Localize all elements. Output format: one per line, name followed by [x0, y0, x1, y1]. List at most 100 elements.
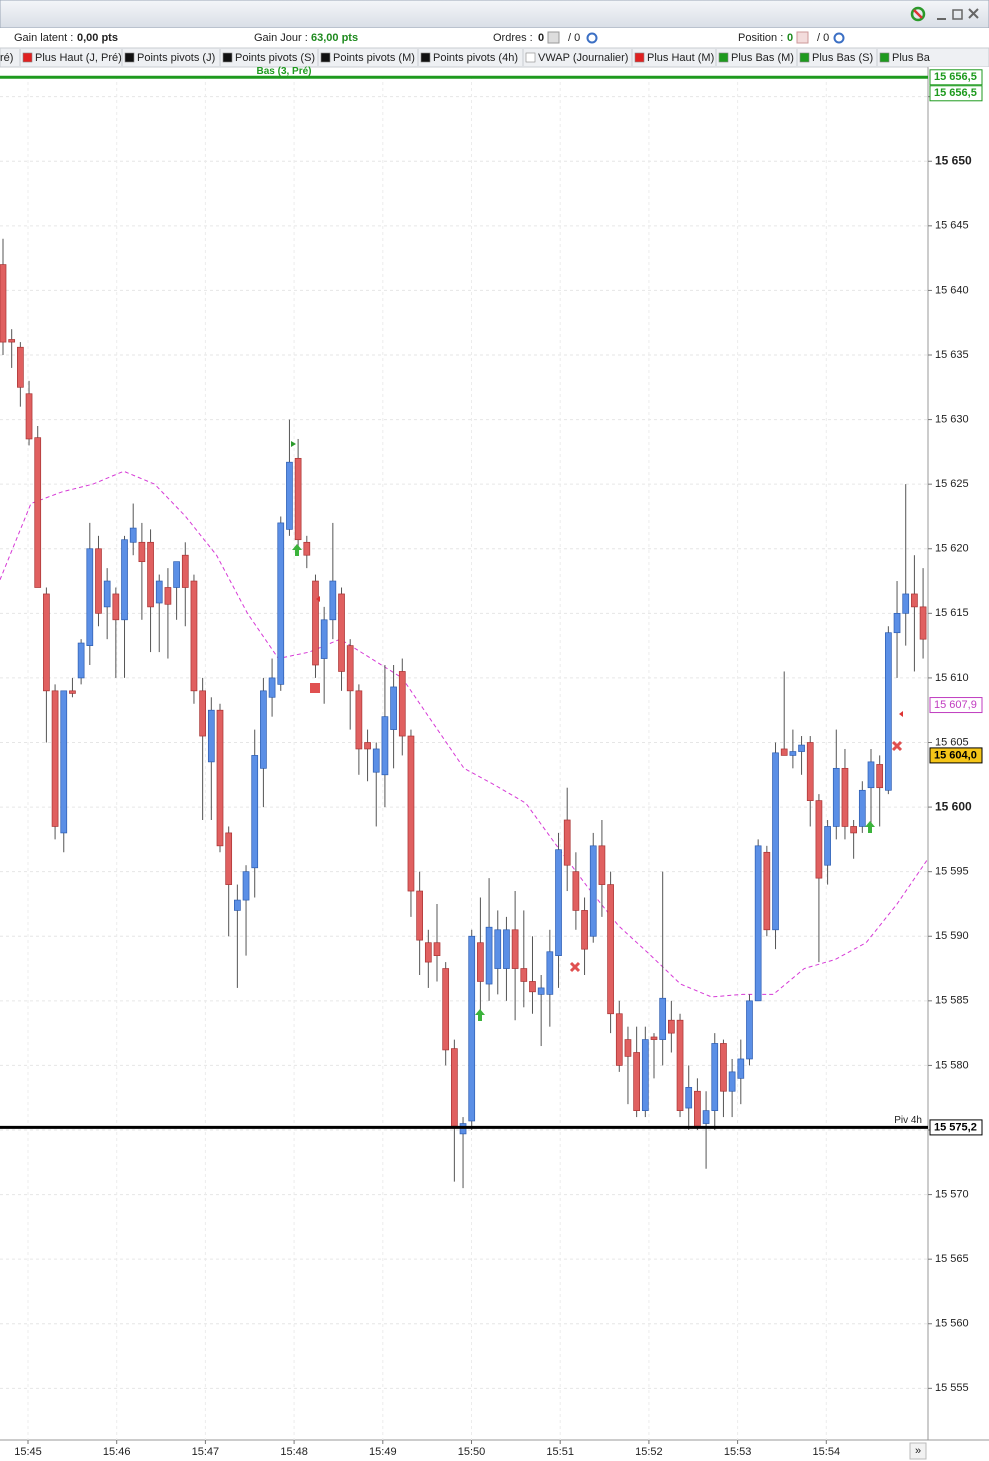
candle-body	[607, 884, 614, 1015]
tab-label: Points pivots (4h)	[433, 52, 518, 64]
candle-body	[876, 764, 884, 789]
icon[interactable]	[796, 31, 809, 44]
tab-swatch	[420, 52, 431, 63]
candle-body	[919, 606, 927, 640]
tab-label: Points pivots (M)	[333, 52, 415, 64]
candle-body	[225, 832, 233, 885]
window-controls[interactable]	[910, 6, 979, 22]
candle-body	[633, 1052, 640, 1111]
candle-body	[199, 690, 206, 737]
settings-icon[interactable]	[833, 32, 845, 44]
tab-swatch	[799, 52, 810, 63]
candle-body	[129, 527, 137, 543]
candle-body	[112, 593, 120, 621]
x-tick-label: 15:53	[724, 1446, 752, 1458]
y-tick-label: 15 600	[935, 799, 972, 813]
x-tick-label: 15:48	[280, 1446, 308, 1458]
candle-body	[624, 1039, 632, 1057]
price-badge-label: 15 575,2	[934, 1121, 977, 1133]
candle-body	[789, 751, 797, 756]
label: Position :	[738, 32, 783, 44]
tab-label: Plus Haut (J, Pré)	[35, 52, 122, 64]
candle-body	[763, 851, 771, 931]
candle-body	[372, 748, 380, 773]
candle-body	[34, 437, 42, 588]
candle-body	[477, 942, 484, 982]
candle-body	[329, 580, 337, 621]
candle-body	[668, 1019, 675, 1034]
candle-body	[702, 1110, 710, 1124]
x-tick-label: 15:47	[192, 1446, 220, 1458]
candle-body	[858, 789, 866, 827]
candle-body	[234, 899, 241, 911]
price-badge	[929, 747, 983, 764]
candle-body	[164, 587, 172, 605]
tab-swatch	[525, 52, 536, 63]
label: Gain Jour :	[254, 32, 308, 44]
value: / 0	[568, 32, 580, 44]
tab-swatch	[320, 52, 331, 63]
tab-label: Plus Haut (M)	[647, 52, 714, 64]
tab-swatch	[718, 52, 729, 63]
candle-body	[893, 612, 901, 634]
candle-body	[207, 709, 215, 763]
candle-body	[728, 1071, 736, 1092]
y-tick-label: 15 610	[935, 672, 969, 684]
candle-body	[685, 1087, 693, 1109]
candle-body	[346, 645, 354, 692]
candle-body	[398, 671, 406, 737]
candle-body	[260, 690, 267, 769]
candle-body	[555, 849, 562, 956]
y-tick-label: 15 565	[935, 1253, 969, 1265]
scroll-button-label[interactable]: »	[915, 1445, 921, 1457]
y-tick-label: 15 605	[935, 736, 969, 748]
tab-swatch	[22, 52, 33, 63]
y-tick-label: 15 620	[935, 543, 969, 555]
tab-label: VWAP (Journalier)	[538, 52, 628, 64]
candle-body	[433, 942, 441, 956]
candle-body	[780, 748, 788, 756]
candle-body	[737, 1058, 745, 1079]
candle-body	[511, 929, 519, 969]
y-tick-label: 15 630	[935, 413, 969, 425]
candle-body	[312, 580, 319, 666]
tab-swatch	[634, 52, 645, 63]
settings-icon[interactable]	[586, 32, 598, 44]
tab-label: Plus Bas (M)	[731, 52, 794, 64]
candle-body	[268, 677, 276, 698]
candle-body	[546, 951, 554, 995]
tab-label: Points pivots (S)	[235, 52, 315, 64]
candle-body	[850, 826, 857, 834]
candle-body	[885, 632, 892, 791]
label: Gain latent :	[14, 32, 73, 44]
tab-label: Plus Ba	[892, 52, 931, 64]
y-tick-label: 15 635	[935, 349, 969, 361]
candle-body	[0, 264, 7, 343]
candle-body	[442, 968, 450, 1051]
candle-body	[485, 926, 493, 985]
y-tick-label: 15 585	[935, 995, 969, 1007]
x-tick-label: 15:52	[635, 1446, 663, 1458]
candle-body	[537, 987, 545, 995]
y-tick-label: 15 645	[935, 220, 969, 232]
candle-body	[815, 800, 823, 879]
value: 0	[787, 32, 793, 44]
candle-body	[25, 393, 33, 440]
price-badge	[929, 1119, 983, 1136]
candle-body	[294, 457, 302, 541]
candle-body	[902, 593, 910, 614]
candle-body	[468, 935, 476, 1122]
candle-body	[754, 845, 762, 1002]
candle-body	[390, 686, 397, 730]
candle-body	[589, 845, 597, 937]
price-badge-label: 15 656,5	[934, 87, 977, 99]
candle-body	[216, 709, 224, 847]
x-tick-label: 15:50	[458, 1446, 486, 1458]
icon[interactable]	[547, 31, 560, 44]
level-label: Piv 4h	[894, 1115, 922, 1126]
scroll-button[interactable]	[909, 1442, 927, 1460]
candle-body	[676, 1019, 684, 1111]
candle-body	[51, 690, 59, 827]
candle-body	[86, 548, 94, 646]
candle-body	[121, 539, 128, 621]
